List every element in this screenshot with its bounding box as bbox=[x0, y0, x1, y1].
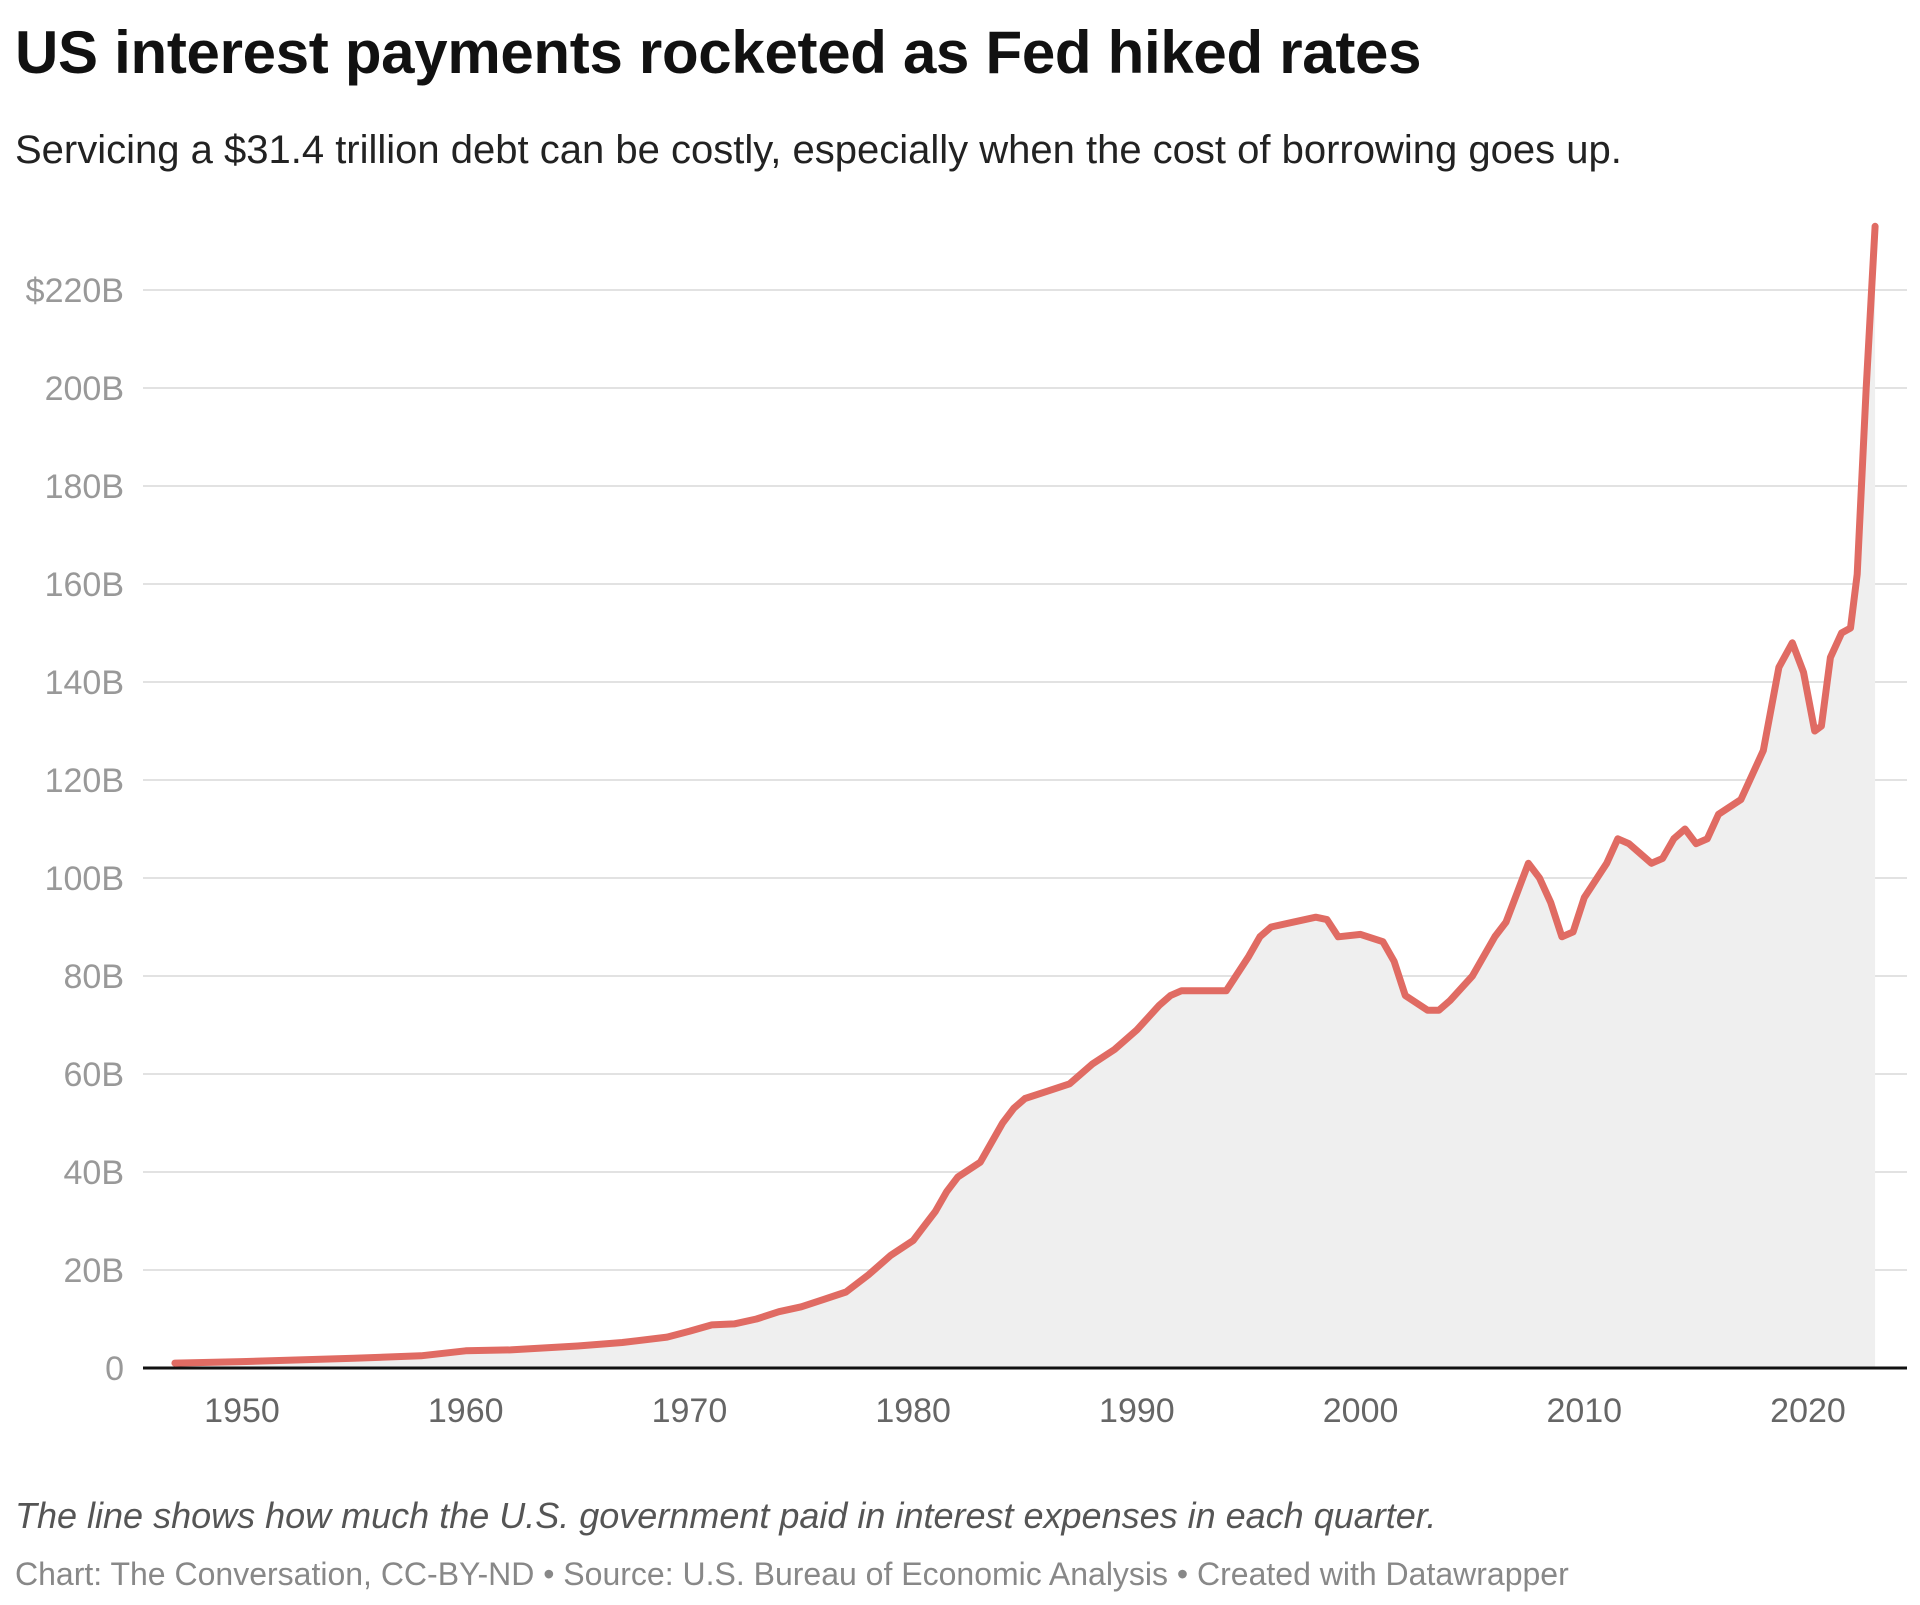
y-tick-label: 140B bbox=[45, 664, 124, 702]
x-tick-label: 2000 bbox=[1323, 1392, 1399, 1430]
y-tick-label: $220B bbox=[26, 272, 124, 310]
y-tick-label: 100B bbox=[45, 860, 124, 898]
y-tick-label: 60B bbox=[64, 1056, 125, 1094]
x-tick-label: 1950 bbox=[204, 1392, 280, 1430]
x-tick-label: 1980 bbox=[875, 1392, 951, 1430]
chart-subtitle: Servicing a $31.4 trillion debt can be c… bbox=[15, 128, 1622, 172]
chart-credits: Chart: The Conversation, CC-BY-ND • Sour… bbox=[15, 1556, 1569, 1592]
y-tick-label: 120B bbox=[45, 762, 124, 800]
x-tick-label: 1990 bbox=[1099, 1392, 1175, 1430]
chart-notes: The line shows how much the U.S. governm… bbox=[15, 1495, 1437, 1536]
x-tick-label: 1970 bbox=[652, 1392, 728, 1430]
x-axis: 1950 1960 1970 1980 1990 2000 2010 2020 bbox=[204, 1392, 1846, 1430]
y-axis: 0 20B 40B 60B 80B 100B 120B 140B 160B 180B 200B $22… bbox=[26, 272, 124, 1388]
y-tick-label: 180B bbox=[45, 468, 124, 506]
x-tick-label: 1960 bbox=[428, 1392, 504, 1430]
y-tick-label: 160B bbox=[45, 566, 124, 604]
y-tick-label: 80B bbox=[64, 958, 125, 996]
x-tick-label: 2010 bbox=[1546, 1392, 1622, 1430]
series-area bbox=[174, 226, 1876, 1368]
y-tick-label: 40B bbox=[64, 1154, 125, 1192]
x-tick-label: 2020 bbox=[1770, 1392, 1846, 1430]
y-tick-label: 20B bbox=[64, 1252, 125, 1290]
series-line bbox=[171, 222, 1879, 1367]
chart-title: US interest payments rocketed as Fed hik… bbox=[15, 19, 1422, 86]
y-tick-label: 0 bbox=[105, 1350, 124, 1388]
y-tick-label: 200B bbox=[45, 370, 124, 408]
